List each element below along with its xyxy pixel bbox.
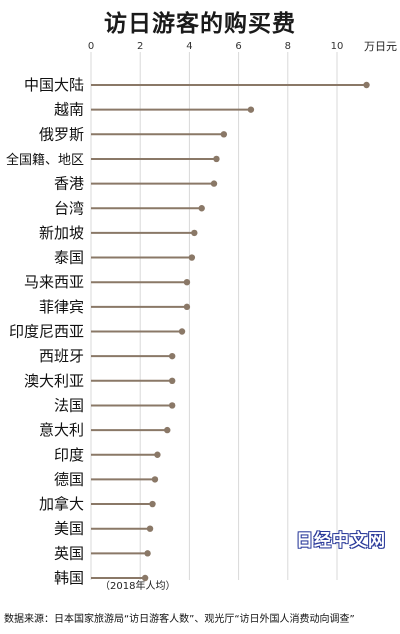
category-label: 西班牙 [39,347,84,365]
lollipop-dot [168,402,176,409]
category-label: 新加坡 [39,224,84,242]
x-tick-label-8: 8 [285,41,291,52]
lollipop-dot [151,476,159,483]
category-label: 中国大陆 [24,76,84,94]
category-label: 美国 [54,520,84,538]
lollipop-dot [154,451,161,458]
lollipop-dot [168,377,176,384]
category-label: 印度尼西亚 [9,323,84,341]
x-tick-label-4: 4 [186,41,192,52]
category-label: 菲律宾 [39,298,84,316]
lollipop-dot [146,525,154,532]
category-label: 俄罗斯 [39,125,84,143]
category-label: 泰国 [54,249,84,267]
period-note: （2018年人均） [100,581,176,592]
lollipop-dot [149,500,156,508]
lollipop-dot [183,279,191,286]
chart-title: 访日游客的购买费 [104,11,296,37]
lollipop-dot [220,131,228,138]
lollipop-dot [178,328,186,335]
lollipop-dot [144,550,151,557]
x-tick-label-6: 6 [235,41,241,52]
category-label: 韩国 [54,569,84,587]
watermark-logo: 日经中文网 [296,531,386,551]
source-note: 数据来源：日本国家旅游局“访日游客人数”、观光厅“访日外国人消费动向调查” [4,614,355,625]
category-label: 英国 [54,544,84,562]
category-label: 澳大利亚 [24,372,84,390]
lollipop-dot [164,426,171,434]
lollipop-dot [168,352,176,360]
category-label: 法国 [54,396,84,414]
x-tick-label-2: 2 [137,41,143,52]
lollipop-dot [363,81,370,89]
lollipop-dot [210,180,218,187]
category-label: 意大利 [39,421,84,439]
category-label: 香港 [54,175,84,193]
category-label: 加拿大 [39,495,84,513]
lollipop-dot [191,229,198,237]
x-tick-label-10: 10 [331,41,344,52]
category-label: 印度 [54,446,84,464]
lollipop-dot [198,205,205,212]
category-label: 台湾 [54,199,84,217]
x-tick-label-0: 0 [88,41,94,52]
lollipop-dot [247,106,255,113]
category-label: 越南 [54,101,84,119]
category-label: 德国 [54,470,84,488]
lollipop-dot [188,254,196,261]
lollipop-dot [183,303,191,311]
x-axis-unit: 万日元 [364,40,397,53]
category-label: 马来西亚 [24,273,84,291]
lollipop-dot [141,574,149,582]
category-label: 全国籍、地区 [6,152,84,168]
lollipop-dot [213,155,220,163]
